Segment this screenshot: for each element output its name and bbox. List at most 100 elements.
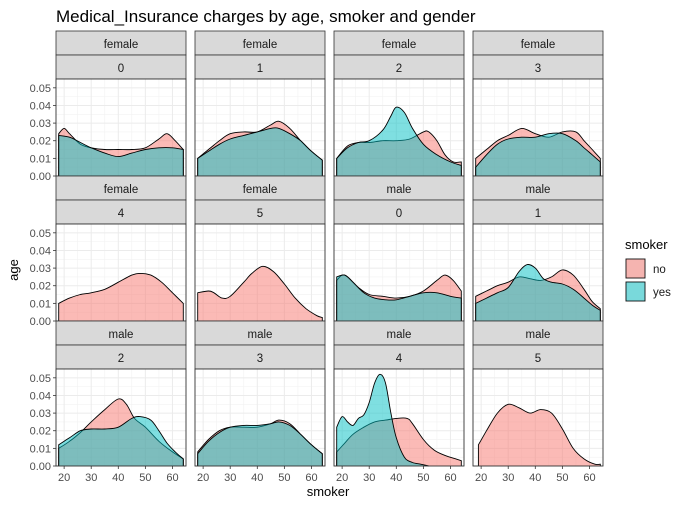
x-axis-label: smoker — [307, 484, 350, 499]
facet-panel: female 2 — [333, 30, 465, 177]
facet-label-gender: male — [109, 329, 134, 341]
facet-label-gender: female — [382, 39, 417, 51]
facet-strip-children — [472, 199, 604, 225]
y-tick-label: 0.03 — [30, 118, 51, 130]
facet-panel: male 0 — [333, 175, 465, 322]
y-tick-label: 0.00 — [30, 461, 51, 473]
x-tick-label: 50 — [278, 472, 290, 484]
x-tick-label: 30 — [224, 472, 236, 484]
density-area-no — [478, 404, 601, 466]
density-line-yes — [336, 106, 462, 176]
facet-panel: male 5 20 30 40 50 60 — [472, 320, 604, 484]
density-line-yes — [197, 421, 323, 466]
facet-strip-gender — [55, 320, 187, 346]
facet-strip-gender — [55, 30, 187, 56]
facet-strip-children — [333, 199, 465, 225]
density-line-no — [58, 272, 184, 321]
x-tick-label: 40 — [112, 472, 124, 484]
facet-panel: male 2 0.00 0.01 0.02 0.03 0.04 0.05 20 30 40 50 60 — [30, 320, 187, 484]
density-line-no — [58, 127, 184, 176]
y-tick-label: 0.02 — [30, 136, 51, 148]
facet-strip-children — [472, 54, 604, 80]
density-line-yes — [58, 416, 184, 466]
x-tick-label: 30 — [363, 472, 375, 484]
facet-label-children: 0 — [118, 63, 124, 75]
x-tick-label: 60 — [444, 472, 456, 484]
y-tick-label: 0.05 — [30, 373, 51, 385]
density-area-yes — [58, 416, 184, 466]
facet-label-children: 5 — [257, 208, 263, 220]
facet-panel: female 3 — [472, 30, 604, 177]
facet-label-gender: male — [248, 329, 273, 341]
facet-label-gender: female — [243, 184, 278, 196]
facet-label-gender: male — [387, 329, 412, 341]
density-line-no — [477, 403, 601, 466]
x-tick-label: 20 — [475, 472, 487, 484]
facet-panel: male 1 — [472, 175, 604, 322]
y-tick-label: 0.02 — [30, 426, 51, 438]
facet-strip-children — [55, 344, 187, 370]
facet-strip-gender — [472, 30, 604, 56]
facet-strip-children — [333, 54, 465, 80]
x-tick-label: 50 — [139, 472, 151, 484]
x-tick-label: 40 — [251, 472, 263, 484]
density-line-yes — [475, 132, 601, 176]
facet-label-children: 3 — [535, 63, 541, 75]
x-tick-label: 30 — [502, 472, 514, 484]
y-tick-label: 0.05 — [30, 83, 51, 95]
facet-panel: male 4 20 30 40 50 60 — [333, 320, 465, 484]
x-tick-label: 30 — [85, 472, 97, 484]
facet-panel: female 0 0.00 0.01 0.02 0.03 0.04 0.05 — [30, 30, 187, 183]
facet-label-children: 4 — [118, 208, 125, 220]
facet-strip-gender — [194, 175, 326, 201]
facet-label-gender: male — [387, 184, 412, 196]
density-line-yes — [336, 274, 462, 321]
density-line-yes — [336, 373, 429, 467]
density-area-yes — [336, 107, 462, 176]
facet-label-children: 2 — [396, 63, 402, 75]
facet-strip-children — [333, 344, 465, 370]
facet-strip-gender — [333, 320, 465, 346]
y-tick-label: 0.03 — [30, 263, 51, 275]
facet-label-gender: female — [521, 39, 556, 51]
density-area-yes — [475, 264, 601, 321]
y-tick-label: 0.01 — [30, 153, 51, 165]
facet-strip-children — [194, 199, 326, 225]
facet-strip-children — [472, 344, 604, 370]
panel-border — [472, 368, 604, 467]
density-line-yes — [475, 264, 601, 321]
x-tick-label: 40 — [390, 472, 402, 484]
density-area-yes — [336, 374, 429, 466]
x-tick-label: 60 — [583, 472, 595, 484]
facet-panels: female 0 0.00 0.01 0.02 0.03 0.04 0.05 female 1 fe… — [30, 30, 604, 484]
x-tick-label: 50 — [556, 472, 568, 484]
facet-strip-gender — [333, 30, 465, 56]
facet-label-gender: female — [104, 184, 139, 196]
density-area-yes — [336, 274, 462, 321]
density-area-yes — [475, 133, 601, 176]
facet-strip-children — [55, 54, 187, 80]
legend-label-yes: yes — [653, 287, 671, 299]
y-tick-label: 0.05 — [30, 228, 51, 240]
density-area-yes — [58, 135, 184, 176]
x-tick-label: 20 — [336, 472, 348, 484]
facet-label-children: 5 — [535, 353, 541, 365]
panel-border — [333, 368, 465, 467]
y-tick-label: 0.01 — [30, 443, 51, 455]
density-line-yes — [197, 127, 323, 176]
density-area-no — [197, 266, 323, 321]
y-tick-label: 0.04 — [30, 390, 51, 402]
facet-panel: female 5 — [194, 175, 326, 322]
x-tick-label: 60 — [305, 472, 317, 484]
chart-title: Medical_Insurance charges by age, smoker… — [56, 7, 476, 26]
y-tick-label: 0.00 — [30, 316, 51, 328]
density-area-no — [58, 273, 184, 321]
legend-title: smoker — [625, 237, 668, 252]
facet-strip-gender — [333, 175, 465, 201]
density-area-yes — [197, 421, 323, 466]
facet-strip-gender — [55, 175, 187, 201]
facet-label-children: 1 — [535, 208, 541, 220]
y-axis-label: age — [6, 259, 21, 281]
legend-key-no — [625, 258, 646, 279]
